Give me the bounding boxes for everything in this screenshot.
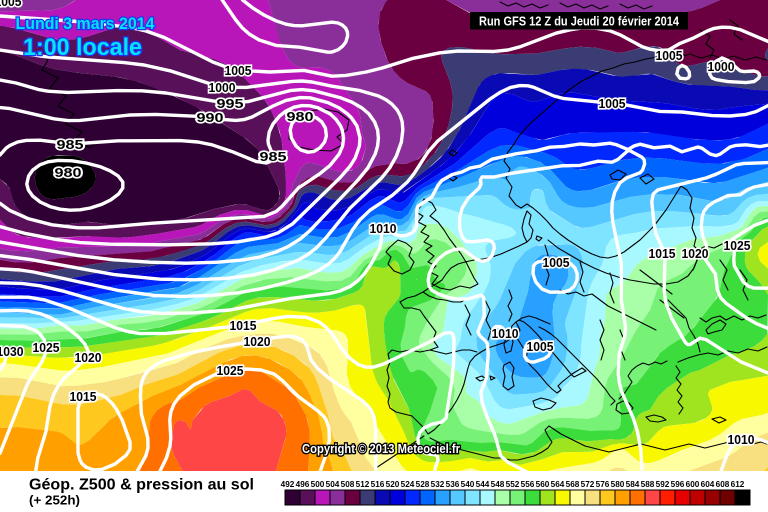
svg-text:532: 532 [431, 480, 445, 489]
svg-text:540: 540 [461, 480, 475, 489]
svg-text:592: 592 [656, 480, 670, 489]
svg-text:612: 612 [731, 480, 745, 489]
svg-text:548: 548 [491, 480, 505, 489]
svg-text:568: 568 [566, 480, 580, 489]
svg-text:588: 588 [641, 480, 655, 489]
svg-text:528: 528 [416, 480, 430, 489]
svg-text:1005: 1005 [656, 49, 683, 63]
svg-text:1000: 1000 [708, 60, 735, 74]
svg-text:Géop. Z500 & pression au sol: Géop. Z500 & pression au sol [29, 477, 254, 494]
svg-text:985: 985 [57, 138, 84, 152]
svg-text:560: 560 [536, 480, 550, 489]
svg-text:556: 556 [521, 480, 535, 489]
svg-text:512: 512 [356, 480, 370, 489]
svg-text:1005: 1005 [527, 340, 554, 354]
svg-text:985: 985 [260, 150, 287, 164]
svg-text:1020: 1020 [244, 335, 271, 349]
svg-text:Copyright © 2013 Meteociel.fr: Copyright © 2013 Meteociel.fr [302, 442, 460, 456]
svg-text:564: 564 [551, 480, 565, 489]
svg-text:980: 980 [55, 166, 82, 180]
svg-text:1015: 1015 [649, 247, 676, 261]
svg-text:544: 544 [476, 480, 490, 489]
svg-text:1010: 1010 [370, 222, 397, 236]
svg-text:516: 516 [371, 480, 385, 489]
svg-text:Lundi 3 mars 2014: Lundi 3 mars 2014 [16, 15, 156, 33]
svg-text:1030: 1030 [0, 345, 24, 359]
svg-text:(+ 252h): (+ 252h) [29, 494, 80, 508]
svg-text:1025: 1025 [724, 239, 751, 253]
svg-text:608: 608 [716, 480, 730, 489]
svg-text:496: 496 [296, 480, 310, 489]
svg-text:524: 524 [401, 480, 415, 489]
svg-text:1005: 1005 [543, 256, 570, 270]
svg-text:580: 580 [611, 480, 625, 489]
svg-text:1005: 1005 [225, 64, 252, 78]
svg-text:1:00 locale: 1:00 locale [23, 34, 142, 61]
svg-text:1020: 1020 [682, 247, 709, 261]
svg-text:600: 600 [686, 480, 700, 489]
svg-text:Run GFS 12 Z du Jeudi 20 févri: Run GFS 12 Z du Jeudi 20 février 2014 [479, 15, 679, 29]
svg-text:1020: 1020 [75, 351, 102, 365]
svg-text:552: 552 [506, 480, 520, 489]
svg-text:1025: 1025 [217, 364, 244, 378]
svg-text:1005: 1005 [0, 0, 22, 9]
svg-text:584: 584 [626, 480, 640, 489]
svg-text:1010: 1010 [728, 433, 755, 447]
svg-text:520: 520 [386, 480, 400, 489]
svg-text:1015: 1015 [70, 390, 97, 404]
svg-text:504: 504 [326, 480, 340, 489]
svg-text:980: 980 [287, 110, 314, 124]
svg-text:990: 990 [197, 111, 224, 125]
svg-text:1010: 1010 [492, 327, 519, 341]
svg-text:1015: 1015 [230, 319, 257, 333]
svg-text:604: 604 [701, 480, 715, 489]
svg-text:1005: 1005 [599, 97, 626, 111]
svg-text:500: 500 [311, 480, 325, 489]
svg-text:492: 492 [281, 480, 295, 489]
svg-text:995: 995 [217, 97, 244, 111]
svg-text:1000: 1000 [209, 81, 236, 95]
svg-text:596: 596 [671, 480, 685, 489]
svg-text:508: 508 [341, 480, 355, 489]
svg-text:536: 536 [446, 480, 460, 489]
svg-text:572: 572 [581, 480, 595, 489]
svg-text:576: 576 [596, 480, 610, 489]
svg-text:1025: 1025 [33, 341, 60, 355]
